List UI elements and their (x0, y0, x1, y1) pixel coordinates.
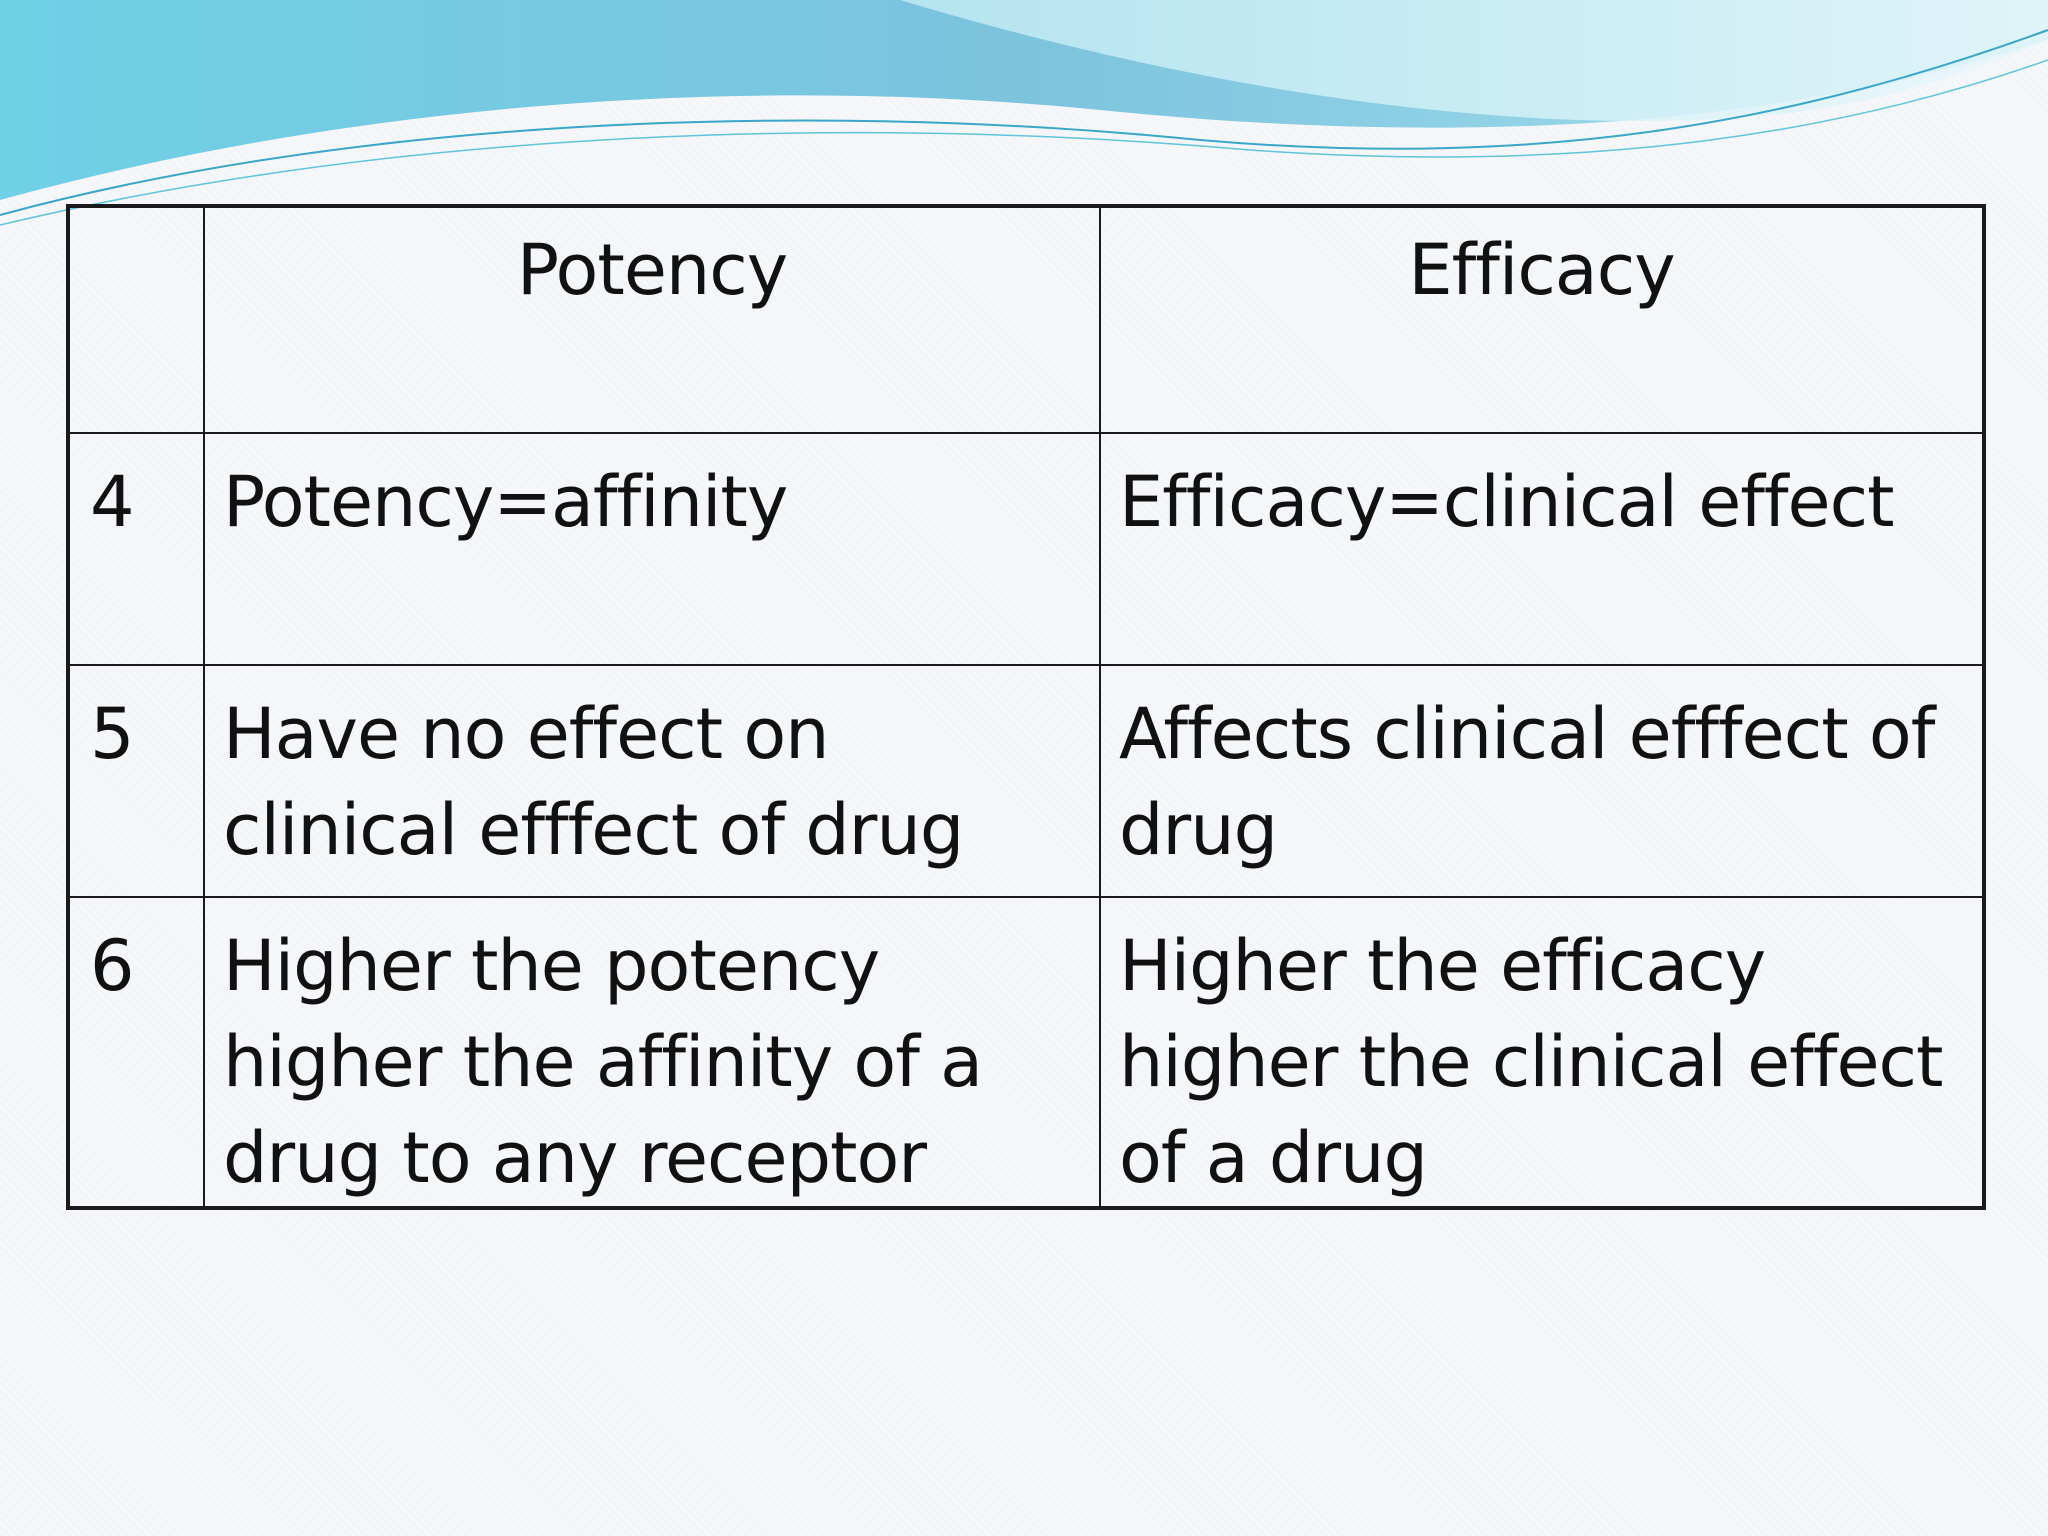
potency-cell: Potency=affinity (203, 432, 1101, 666)
header-cell-efficacy: Efficacy (1099, 205, 1985, 434)
table-row: 6 Higher the potency higher the affinity… (67, 896, 1985, 1209)
potency-cell: Higher the potency higher the affinity o… (203, 896, 1101, 1209)
efficacy-cell: Affects clinical efffect of drug (1099, 664, 1985, 898)
row-number: 5 (67, 664, 205, 898)
header-wave-decoration (0, 0, 2048, 226)
efficacy-cell: Efficacy=clinical effect (1099, 432, 1985, 666)
row-number: 4 (67, 432, 205, 666)
table-row: 4 Potency=affinity Efficacy=clinical eff… (67, 432, 1985, 666)
row-number: 6 (67, 896, 205, 1209)
table-header-row: Potency Efficacy (67, 205, 1985, 434)
efficacy-cell: Higher the efficacy higher the clinical … (1099, 896, 1985, 1209)
table-row: 5 Have no effect on clinical efffect of … (67, 664, 1985, 898)
header-cell-number (67, 205, 205, 434)
potency-cell: Have no effect on clinical efffect of dr… (203, 664, 1101, 898)
comparison-table: Potency Efficacy 4 Potency=affinity Effi… (66, 204, 1986, 1210)
header-cell-potency: Potency (203, 205, 1101, 434)
